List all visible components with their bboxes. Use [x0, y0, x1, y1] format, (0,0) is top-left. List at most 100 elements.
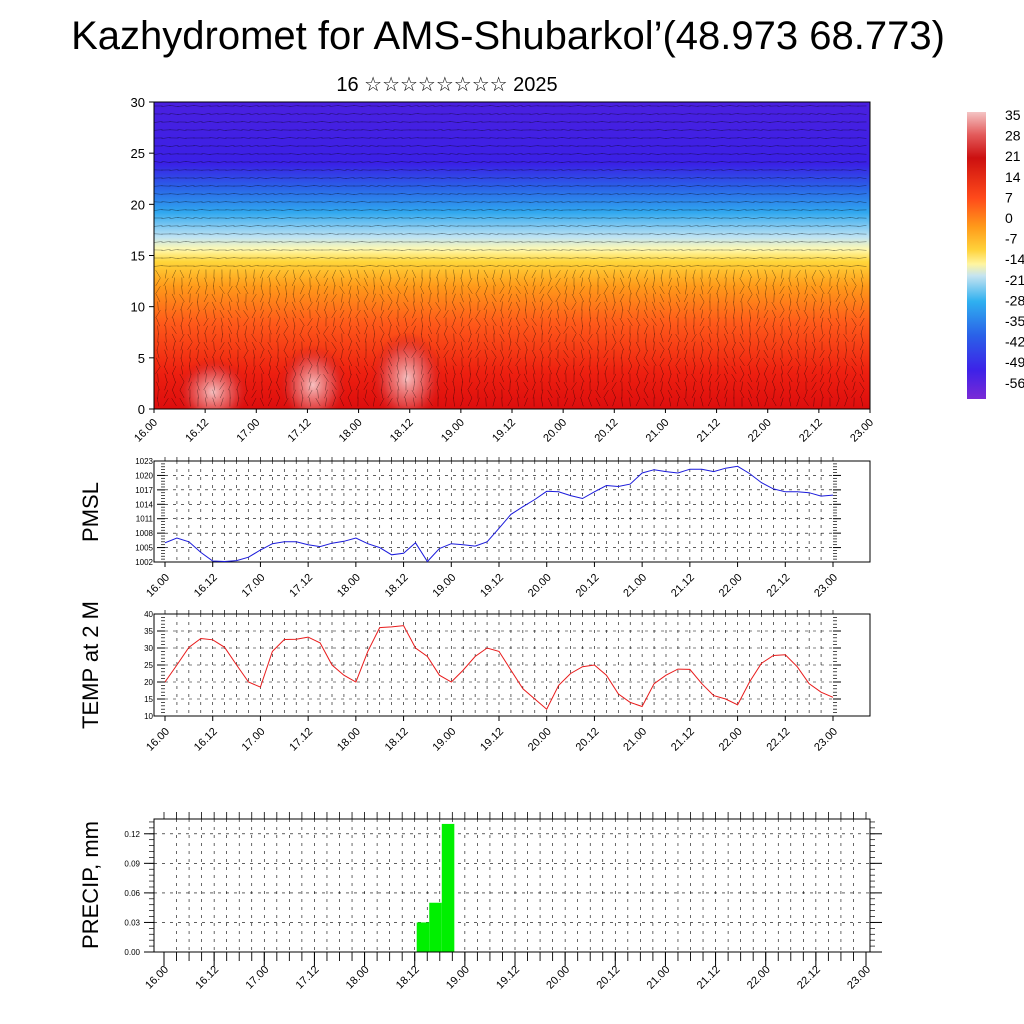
wind-barb: [819, 309, 825, 319]
wind-barb: [513, 153, 523, 155]
wind-barb: [417, 193, 427, 195]
wind-barb: [665, 185, 675, 187]
wind-barb: [154, 193, 163, 195]
wind-barb: [585, 233, 595, 235]
wind-barb: [537, 153, 547, 155]
wind-barb: [329, 121, 339, 123]
wind-barb: [811, 341, 817, 351]
wind-barb: [613, 293, 615, 303]
wind-barb: [708, 349, 712, 359]
wind-barb: [837, 309, 839, 319]
wind-barb: [299, 294, 305, 302]
wind-barb: [205, 285, 207, 295]
wind-barb: [513, 201, 523, 203]
wind-barb: [737, 233, 747, 235]
wind-barb: [740, 325, 744, 335]
wind-barb: [700, 357, 704, 367]
wind-barb: [841, 161, 851, 163]
wind-barb: [185, 217, 195, 219]
wind-barb: [475, 373, 481, 383]
wind-barb: [787, 333, 793, 343]
wind-barb: [265, 153, 275, 155]
wind-barb: [753, 169, 763, 171]
wind-barb: [331, 325, 337, 335]
wind-barb: [473, 113, 483, 115]
wind-barb: [281, 161, 291, 163]
pmsl-x-tick-label: 16.00: [144, 572, 172, 600]
wind-barb: [433, 241, 443, 243]
wind-barb: [273, 145, 283, 147]
wind-barb: [219, 373, 225, 383]
wind-barb: [523, 334, 529, 342]
wind-barb: [154, 225, 163, 227]
wind-barb: [745, 201, 755, 203]
wind-barb: [785, 265, 795, 267]
wind-barb: [684, 349, 688, 359]
wind-barb: [481, 265, 491, 267]
wind-barb: [659, 349, 665, 359]
wind-barb: [281, 257, 291, 259]
wind-barb: [796, 293, 800, 303]
wind-barb: [315, 381, 321, 391]
wind-barb: [859, 382, 865, 390]
wind-barb: [396, 365, 400, 375]
wind-barb: [573, 365, 575, 375]
wind-barb: [281, 145, 291, 147]
wind-barb: [641, 161, 651, 163]
wind-barb: [540, 301, 544, 311]
wind-barb: [681, 265, 691, 267]
wind-barb: [212, 389, 216, 399]
wind-barb: [361, 241, 371, 243]
wind-barb: [209, 121, 219, 123]
wind-barb: [619, 293, 625, 303]
wind-barb: [525, 357, 527, 367]
wind-barb: [749, 309, 751, 319]
wind-barb: [659, 317, 665, 327]
wind-barb: [276, 325, 280, 335]
wind-barb: [660, 389, 664, 399]
wind-barb: [745, 153, 755, 155]
wind-barb: [289, 169, 299, 171]
pmsl-x-tick-label: 23.00: [812, 572, 840, 600]
wind-barb: [483, 389, 489, 399]
wind-barb: [521, 241, 531, 243]
wind-barb: [644, 293, 648, 303]
wind-barb: [819, 285, 825, 295]
wind-barb: [292, 389, 296, 399]
wind-barb: [601, 169, 611, 171]
wind-barb: [396, 397, 400, 407]
wind-barb: [465, 257, 475, 259]
wind-barb: [211, 301, 217, 311]
wind-barb: [268, 381, 272, 391]
wind-barb: [435, 310, 441, 318]
wind-barb: [833, 193, 843, 195]
wind-barb: [533, 373, 535, 383]
wind-barb: [811, 269, 817, 279]
wind-barb: [300, 365, 304, 375]
wind-barb: [321, 121, 331, 123]
wind-barb: [852, 269, 856, 279]
wind-barb: [843, 334, 849, 342]
wind-barb: [564, 285, 568, 295]
wind-barb: [508, 341, 512, 351]
wind-barb: [569, 177, 579, 179]
wind-barb: [476, 269, 480, 279]
wind-barb: [293, 285, 295, 295]
wind-barb: [267, 301, 273, 311]
wind-barb: [813, 333, 815, 343]
wind-barb: [705, 225, 715, 227]
wind-barb: [203, 293, 209, 303]
wind-barb: [771, 269, 777, 279]
wind-barb: [412, 309, 416, 319]
wind-barb: [211, 293, 217, 303]
wind-barb: [229, 365, 231, 375]
wind-barb: [553, 137, 563, 139]
wind-barb: [641, 153, 651, 155]
wind-barb: [321, 209, 331, 211]
wind-barb: [156, 357, 160, 367]
wind-barb: [675, 285, 681, 295]
wind-barb: [337, 137, 347, 139]
wind-barb: [353, 249, 363, 251]
wind-barb: [233, 257, 243, 259]
wind-barb: [243, 318, 249, 326]
